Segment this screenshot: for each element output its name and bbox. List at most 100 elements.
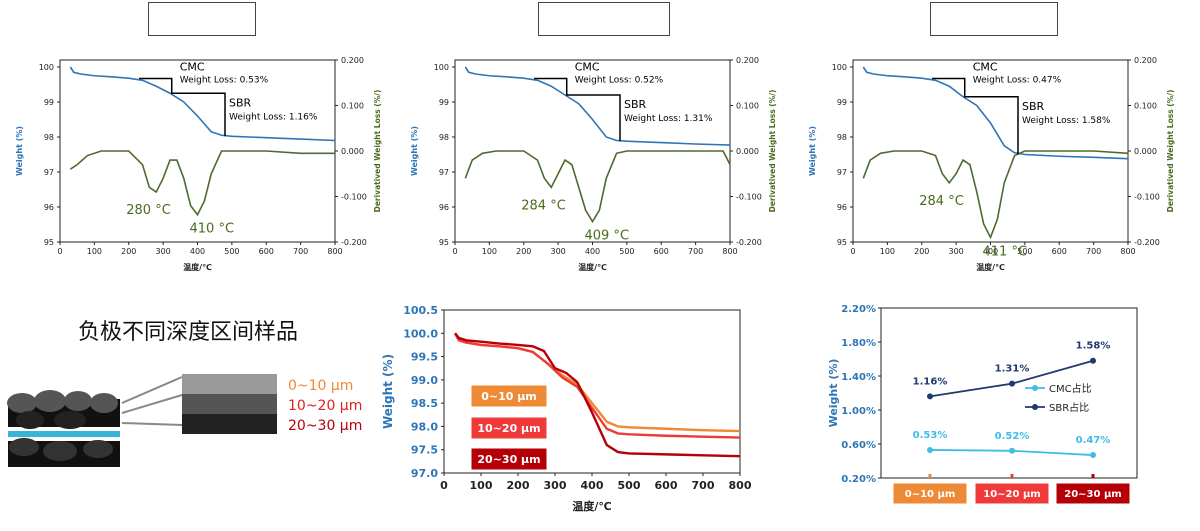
y2-tick-label: -0.100 [736, 193, 762, 202]
x-axis-label: 温度/℃ [183, 262, 212, 272]
cmc-weight-loss: Weight Loss: 0.52% [575, 76, 664, 86]
x-tick-label: 200 [121, 247, 136, 256]
y2-tick-label: 0.200 [1134, 56, 1157, 65]
x-tick-label: 400 [983, 247, 998, 256]
zoom-line-bot [121, 422, 183, 426]
x-tick-label: 300 [550, 247, 565, 256]
y2-tick-label: 0.200 [341, 56, 364, 65]
y-tick-label: 98 [439, 133, 449, 142]
y-tick-label: 1.40% [841, 372, 876, 383]
data-point [927, 446, 933, 453]
y-tick-label: 95 [439, 238, 449, 247]
weight-loss-steps [139, 77, 226, 137]
category-label-0: 0~10 μm [905, 489, 956, 500]
layer-middle [182, 394, 277, 414]
zoom-line-mid [121, 394, 183, 414]
y-tick-label: 100 [434, 63, 449, 72]
weight-loss-steps [534, 77, 621, 142]
data-point [1009, 447, 1015, 454]
x-tick-label: 100 [87, 247, 102, 256]
legend-label-1: 10~20 μm [477, 422, 540, 435]
cmc-label: CMC [180, 61, 205, 74]
y-tick-label: 0.20% [841, 474, 876, 485]
y-tick-label: 97.5 [411, 444, 438, 457]
x-tick-label: 300 [948, 247, 963, 256]
y-tick-label: 1.80% [841, 338, 876, 349]
y-tick-label: 100.0 [403, 327, 438, 340]
y-tick-label: 0.60% [841, 440, 876, 451]
y-tick-label: 97 [44, 168, 54, 177]
y-tick-label: 99 [837, 98, 847, 107]
data-label: 1.31% [995, 364, 1030, 375]
header-label: 10~20 μm [553, 9, 655, 31]
header-label: 20~30 μm [943, 9, 1045, 31]
dtg-peak-2: 410 °C [190, 222, 235, 237]
y-tick-label: 99.5 [411, 351, 438, 364]
x-axis-label: 温度/℃ [572, 499, 611, 513]
x-tick-label: 600 [654, 247, 669, 256]
sbr-label: SBR [229, 96, 252, 109]
x-tick-label: 0 [452, 247, 457, 256]
x-axis-label: 温度/℃ [578, 262, 607, 272]
y-tick-label: 99 [439, 98, 449, 107]
x-tick-label: 600 [259, 247, 274, 256]
header-0-10: 0~10 μm [148, 2, 256, 36]
y2-tick-label: 0.000 [1134, 147, 1157, 156]
layer-title: 负极不同深度区间样品 [78, 320, 299, 345]
layer-top [182, 374, 277, 394]
x-tick-label: 100 [482, 247, 497, 256]
cmc-weight-loss: Weight Loss: 0.47% [973, 76, 1062, 86]
legend-swatch-1 [470, 416, 548, 440]
y2-tick-label: -0.200 [736, 238, 762, 247]
legend-marker-0 [1032, 385, 1038, 391]
y-tick-label: 96 [439, 203, 449, 212]
series-line-2 [454, 332, 741, 458]
x-tick-label: 800 [327, 247, 342, 256]
y2-tick-label: 0.000 [341, 147, 364, 156]
x-tick-label: 500 [224, 247, 239, 256]
x-tick-label: 0 [440, 479, 448, 492]
x-axis-label: 温度/℃ [976, 262, 1005, 272]
data-label: 1.58% [1076, 341, 1111, 352]
layer-label-20-30: 20~30 μm [288, 418, 363, 434]
overlay-tga-chart: 0 100 200 300 400 500 600 700 800 97.0 97.5 98.0 98.… [378, 300, 763, 528]
category-label-1: 10~20 μm [983, 489, 1040, 500]
x-tick-label: 500 [1017, 247, 1032, 256]
y-axis-label: Weight (%) [381, 354, 395, 429]
zoom-line-top [121, 376, 183, 404]
dtg-line [862, 150, 1129, 240]
summary-chart: 0.20% 0.60% 1.00% 1.40% 1.80% 2.20% Weight (%)… [815, 300, 1195, 528]
x-tick-label: 100 [880, 247, 895, 256]
data-point [927, 393, 933, 400]
x-tick-label: 500 [618, 479, 641, 492]
data-label: 0.47% [1076, 435, 1111, 446]
y2-tick-label: -0.100 [341, 193, 367, 202]
sbr-label: SBR [1022, 100, 1045, 113]
electrode-illustration [0, 365, 290, 480]
y-tick-label: 99 [44, 98, 54, 107]
dtg-line [464, 150, 731, 224]
tga-line [69, 66, 336, 142]
series-line-1 [454, 332, 741, 439]
dtg-peak-1: 284 °C [521, 198, 566, 213]
header-10-20: 10~20 μm [538, 2, 670, 36]
cmc-label: CMC [575, 61, 600, 74]
x-tick-label: 300 [155, 247, 170, 256]
header-20-30: 20~30 μm [930, 2, 1058, 36]
x-tick-label: 700 [293, 247, 308, 256]
electrode-particles [7, 390, 120, 467]
x-tick-label: 200 [507, 479, 530, 492]
data-label: 0.52% [995, 431, 1030, 442]
data-point [1090, 357, 1096, 364]
layer-label-0-10: 0~10 μm [288, 378, 354, 394]
y-tick-label: 100 [39, 63, 54, 72]
x-tick-label: 500 [619, 247, 634, 256]
cmc-label: CMC [973, 61, 998, 74]
y-axis-label: Weight (%) [808, 126, 817, 176]
legend-label-0: CMC占比 [1049, 382, 1092, 395]
legend-swatch-0 [470, 384, 548, 408]
y-tick-label: 95 [837, 238, 847, 247]
y-tick-label: 97 [439, 168, 449, 177]
y2-axis-label: Derivatived Weight Loss (%/) [373, 90, 382, 213]
y-tick-label: 96 [837, 203, 847, 212]
